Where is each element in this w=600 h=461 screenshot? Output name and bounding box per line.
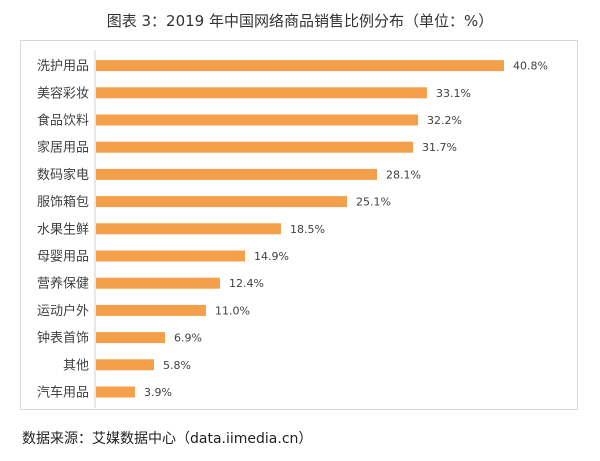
data-label: 18.5% — [290, 223, 325, 236]
plot-area: 洗护用品 40.8% 美容彩妆 33.1% 食品饮料 32.2% 家居用品 31.7% 数码家电… — [37, 50, 548, 408]
category-label: 母婴用品 — [37, 250, 89, 265]
category-label: 钟表首饰 — [37, 330, 89, 346]
bar — [96, 304, 206, 316]
bar — [96, 87, 427, 99]
bar — [96, 250, 245, 262]
data-label: 33.1% — [436, 87, 471, 100]
category-label: 洗护用品 — [37, 59, 89, 74]
bar — [96, 386, 135, 398]
category-label: 家居用品 — [37, 140, 89, 156]
category-label: 美容彩妆 — [37, 85, 89, 101]
data-label: 25.1% — [356, 196, 391, 209]
chart-frame — [20, 40, 578, 410]
bar — [96, 332, 165, 344]
bar — [96, 141, 413, 153]
data-label: 3.9% — [144, 386, 172, 399]
data-source: 数据来源：艾媒数据中心（data.iimedia.cn） — [22, 431, 313, 447]
category-label: 营养保健 — [37, 276, 89, 292]
category-label: 水果生鲜 — [37, 222, 89, 237]
category-label: 食品饮料 — [37, 113, 89, 129]
bar — [96, 223, 281, 235]
bar — [96, 114, 418, 126]
category-label: 运动户外 — [37, 303, 89, 319]
category-label: 数码家电 — [37, 167, 89, 183]
bar — [96, 168, 377, 180]
data-label: 40.8% — [513, 60, 548, 73]
data-label: 6.9% — [174, 332, 202, 345]
bar — [96, 277, 220, 289]
bar — [96, 359, 154, 371]
data-label: 32.2% — [427, 114, 462, 127]
data-label: 14.9% — [254, 250, 289, 263]
data-label: 5.8% — [163, 359, 191, 372]
data-label: 12.4% — [229, 277, 264, 290]
data-label: 31.7% — [422, 141, 457, 154]
data-label: 28.1% — [386, 168, 421, 181]
chart-title: 图表 3：2019 年中国网络商品销售比例分布（单位：%） — [106, 12, 494, 30]
bar — [96, 60, 504, 72]
category-label: 服饰箱包 — [37, 194, 89, 210]
data-label: 11.0% — [215, 304, 250, 317]
category-label: 汽车用品 — [37, 385, 89, 401]
category-label: 其他 — [63, 358, 89, 373]
bar — [96, 196, 347, 208]
